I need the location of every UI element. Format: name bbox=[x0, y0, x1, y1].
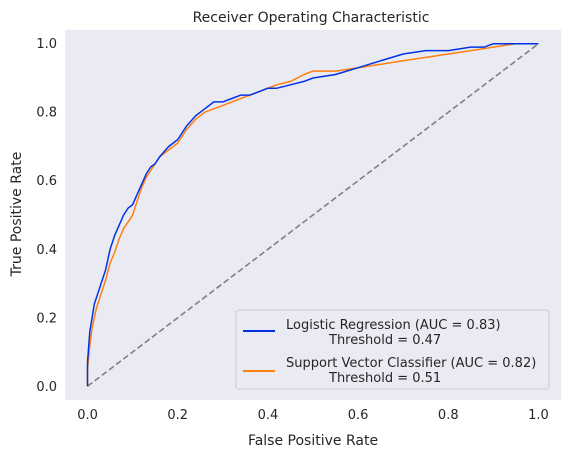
x-axis-label: False Positive Rate bbox=[248, 433, 378, 449]
chance-line bbox=[87, 43, 539, 387]
series-line-logistic bbox=[86, 42, 539, 387]
series-layer bbox=[86, 42, 539, 387]
y-axis-ticks: 0.0 0.2 0.4 0.6 0.8 1.0 bbox=[36, 37, 57, 395]
chart-title: Receiver Operating Characteristic bbox=[193, 10, 430, 26]
x-tick-label: 1.0 bbox=[528, 408, 549, 423]
y-axis-label: True Positive Rate bbox=[9, 152, 25, 278]
y-tick-label: 1.0 bbox=[36, 37, 57, 52]
y-tick-label: 0.0 bbox=[36, 380, 57, 395]
x-tick-label: 0.0 bbox=[77, 408, 98, 423]
legend: Logistic Regression (AUC = 0.83) Thresho… bbox=[235, 309, 550, 390]
x-tick-label: 0.8 bbox=[438, 408, 459, 423]
x-tick-label: 0.6 bbox=[348, 408, 369, 423]
y-tick-label: 0.2 bbox=[36, 311, 57, 326]
y-tick-label: 0.4 bbox=[36, 243, 57, 258]
legend-label-svc: Support Vector Classifier (AUC = 0.82) bbox=[286, 356, 536, 371]
x-axis-ticks: 0.0 0.2 0.4 0.6 0.8 1.0 bbox=[77, 408, 549, 423]
y-tick-label: 0.6 bbox=[36, 174, 57, 189]
series-line-svc bbox=[86, 42, 539, 387]
y-tick-label: 0.8 bbox=[36, 106, 57, 121]
legend-label-logistic: Logistic Regression (AUC = 0.83) bbox=[286, 318, 501, 333]
x-tick-label: 0.4 bbox=[258, 408, 279, 423]
x-tick-label: 0.2 bbox=[167, 408, 188, 423]
legend-threshold-logistic: Threshold = 0.47 bbox=[328, 333, 441, 348]
legend-box bbox=[235, 309, 550, 390]
legend-threshold-svc: Threshold = 0.51 bbox=[328, 371, 441, 386]
